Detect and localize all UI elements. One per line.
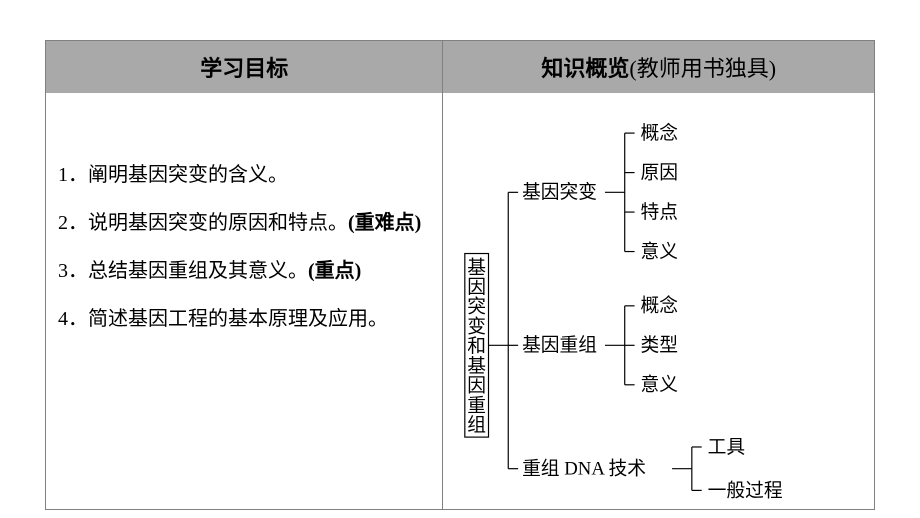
root-char-6: 因 xyxy=(468,376,487,397)
b3-leaf-0: 工具 xyxy=(708,437,746,458)
obj4-num: 4． xyxy=(58,308,88,330)
objective-1: 1．阐明基因突变的含义。 xyxy=(58,153,430,197)
body-row: 1．阐明基因突变的含义。 2．说明基因突变的原因和特点。(重难点) 3．总结基因… xyxy=(46,93,874,509)
b2-leaf-2: 意义 xyxy=(641,374,679,396)
obj1-text: 阐明基因突变的含义。 xyxy=(88,164,288,186)
header-right: 知识概览(教师用书独具) xyxy=(443,41,874,93)
b3-leaf-1: 一般过程 xyxy=(708,479,783,500)
obj3-text: 总结基因重组及其意义。 xyxy=(88,260,308,282)
branch3-label: 重组 DNA 技术 xyxy=(523,458,647,480)
b1-leaf-2: 特点 xyxy=(641,201,679,223)
objective-4: 4．简述基因工程的基本原理及应用。 xyxy=(58,297,430,341)
obj1-num: 1． xyxy=(58,164,88,186)
root-char-3: 变 xyxy=(468,315,487,337)
header-row: 学习目标 知识概览(教师用书独具) xyxy=(46,41,874,93)
root-char-5: 基 xyxy=(468,355,487,377)
branch1-label: 基因突变 xyxy=(523,181,598,203)
root-char-0: 基 xyxy=(468,256,487,278)
root-char-8: 组 xyxy=(468,414,487,436)
obj2-num: 2． xyxy=(58,212,88,234)
objective-2: 2．说明基因突变的原因和特点。(重难点) xyxy=(58,201,430,245)
header-right-paren: (教师用书独具) xyxy=(629,56,776,81)
b2-leaf-0: 概念 xyxy=(641,294,679,317)
obj3-tag: (重点) xyxy=(308,260,361,282)
b1-leaf-1: 原因 xyxy=(641,163,679,184)
root-char-1: 因 xyxy=(468,277,487,298)
main-table: 学习目标 知识概览(教师用书独具) 1．阐明基因突变的含义。 2．说明基因突变的… xyxy=(45,40,875,510)
b2-leaf-1: 类型 xyxy=(641,334,679,356)
branch2-label: 基因重组 xyxy=(523,334,598,356)
knowledge-tree: 基 因 突 变 和 基 因 重 组 基因突变 xyxy=(451,101,866,501)
b1-leaf-0: 概念 xyxy=(641,121,679,144)
header-left: 学习目标 xyxy=(46,41,443,93)
obj3-num: 3． xyxy=(58,260,88,282)
objectives-cell: 1．阐明基因突变的含义。 2．说明基因突变的原因和特点。(重难点) 3．总结基因… xyxy=(46,93,443,509)
obj4-text: 简述基因工程的基本原理及应用。 xyxy=(88,308,388,330)
obj2-tag: (重难点) xyxy=(348,212,421,234)
obj2-text: 说明基因突变的原因和特点。 xyxy=(88,212,348,234)
header-right-bold: 知识概览 xyxy=(541,56,629,81)
root-char-7: 重 xyxy=(468,394,487,416)
root-char-2: 突 xyxy=(468,296,487,318)
root-char-4: 和 xyxy=(468,335,487,357)
b1-leaf-3: 意义 xyxy=(641,240,679,262)
objective-3: 3．总结基因重组及其意义。(重点) xyxy=(58,249,430,293)
tree-cell: 基 因 突 变 和 基 因 重 组 基因突变 xyxy=(443,93,874,509)
